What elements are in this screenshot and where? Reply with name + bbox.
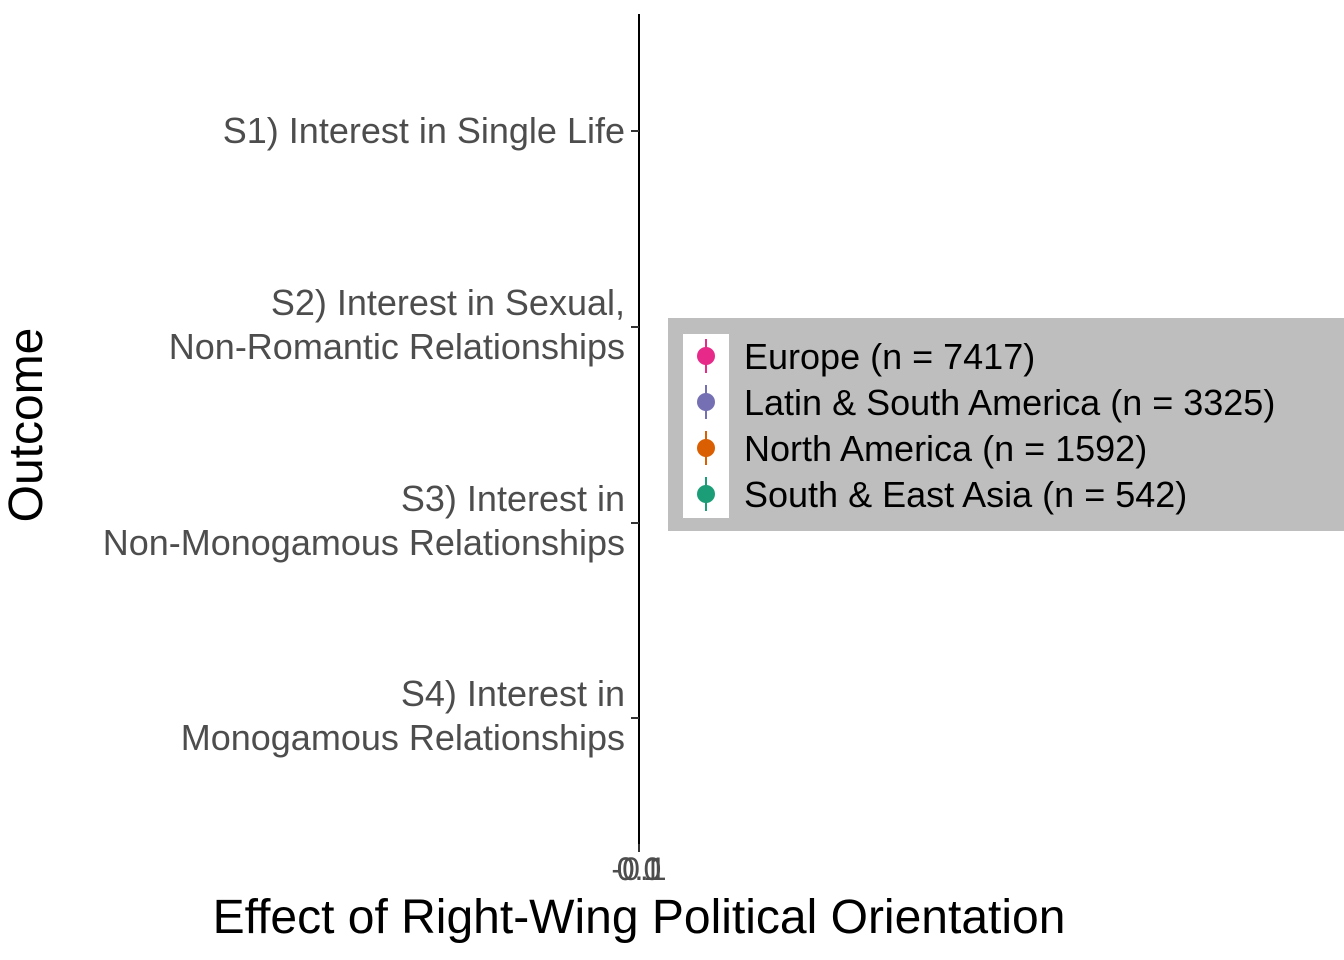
y-axis: S1) Interest in Single Life S2) Interest … [103, 14, 640, 844]
y-tick-label-line: S1) Interest in Single Life [223, 110, 625, 151]
x-axis-title: Effect of Right-Wing Political Orientati… [213, 891, 1066, 944]
x-tick-label: -0.1 [611, 851, 666, 887]
y-tick-label-line: S2) Interest in Sexual, [271, 282, 625, 323]
legend-item: Europe (n = 7417) [697, 336, 1035, 377]
legend-label: Europe (n = 7417) [744, 336, 1035, 377]
y-tick-label-line: Non-Romantic Relationships [169, 326, 625, 367]
legend-background [668, 318, 1344, 531]
legend-key-point [697, 439, 715, 457]
x-tick-label: 0.0 [617, 851, 661, 887]
legend-item: South & East Asia (n = 542) [697, 474, 1187, 515]
legend-key-point [697, 485, 715, 503]
y-tick-label-line: Monogamous Relationships [181, 717, 625, 758]
legend-item: North America (n = 1592) [697, 428, 1147, 469]
y-tick-label: S3) Interest in Non-Monogamous Relationsh… [103, 478, 625, 563]
y-tick-label: S4) Interest in Monogamous Relationships [181, 673, 625, 758]
x-axis: -0.10.00.1 [611, 844, 667, 887]
y-tick-label-line: S4) Interest in [401, 673, 625, 714]
y-tick-label-line: S3) Interest in [401, 478, 625, 519]
y-tick-label-line: Non-Monogamous Relationships [103, 522, 625, 563]
legend-key-point [697, 393, 715, 411]
y-tick-label: S1) Interest in Single Life [223, 110, 625, 151]
legend-label: South & East Asia (n = 542) [744, 474, 1187, 515]
x-tick-label: 0.1 [617, 851, 661, 887]
y-axis-title: Outcome [0, 328, 53, 523]
legend: Europe (n = 7417) Latin & South America (… [668, 318, 1344, 531]
legend-key-point [697, 347, 715, 365]
legend-label: North America (n = 1592) [744, 428, 1147, 469]
y-tick-label: S2) Interest in Sexual, Non-Romantic Rela… [169, 282, 625, 367]
legend-item: Latin & South America (n = 3325) [697, 382, 1275, 423]
legend-label: Latin & South America (n = 3325) [744, 382, 1275, 423]
